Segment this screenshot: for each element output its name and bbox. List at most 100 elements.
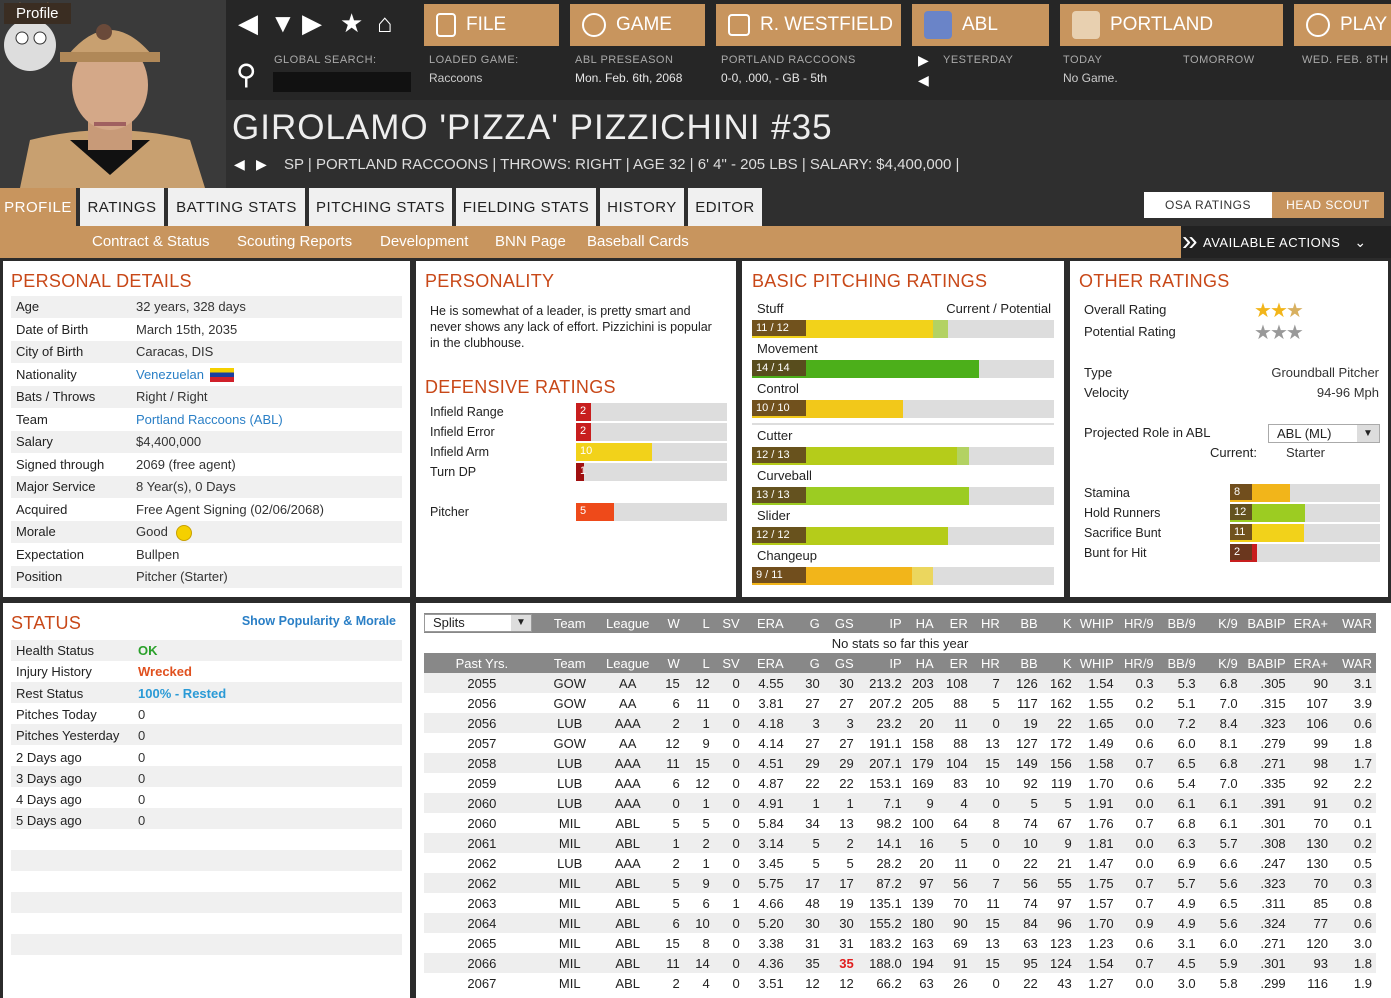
stats-column-header[interactable]: BABIP [1247, 615, 1286, 631]
subtab-development[interactable]: Development [380, 233, 469, 250]
stats-column-header[interactable]: WAR [1342, 655, 1372, 671]
stats-column-header[interactable]: HA [915, 615, 934, 631]
subtab-bnn-page[interactable]: BNN Page [495, 233, 566, 250]
stats-column-header[interactable]: W [667, 615, 680, 631]
stats-column-header[interactable]: ERA+ [1293, 615, 1328, 631]
back-arrow-icon[interactable]: ◀ [238, 8, 258, 38]
stats-column-header[interactable]: SV [722, 615, 740, 631]
stats-row[interactable]: 2062 MIL ABL 5 9 0 5.75 17 17 87.2 97 56 7 56 55 1.75 0.… [424, 873, 1376, 893]
manager-menu-button[interactable]: R. WESTFIELD [716, 4, 901, 46]
next-day-icon[interactable]: ▶ [918, 52, 929, 68]
stats-column-header[interactable]: BB [1020, 655, 1038, 671]
stats-column-header[interactable]: ERA [756, 655, 784, 671]
stats-column-header[interactable]: BB/9 [1167, 655, 1196, 671]
stats-column-header[interactable]: HR/9 [1124, 655, 1154, 671]
stats-column-header[interactable]: WHIP [1079, 615, 1114, 631]
stats-column-header[interactable]: K/9 [1218, 655, 1238, 671]
global-search-input[interactable] [273, 72, 411, 92]
stats-column-header[interactable]: ER [949, 615, 968, 631]
stats-row[interactable]: 2064 MIL ABL 6 10 0 5.20 30 30 155.2 180 90 15 84 96 1.… [424, 913, 1376, 933]
team-menu-button[interactable]: PORTLAND [1060, 4, 1283, 46]
stats-column-header[interactable]: BABIP [1247, 655, 1286, 671]
stats-column-header[interactable]: W [667, 655, 680, 671]
stats-column-header[interactable]: Team [553, 615, 586, 631]
stats-cell: 5 [672, 815, 680, 831]
stats-row[interactable]: 2065 MIL ABL 15 8 0 3.38 31 31 183.2 163 69 13 63 123 1… [424, 933, 1376, 953]
stats-column-header[interactable]: Team [553, 655, 586, 671]
stats-column-header[interactable]: G [809, 655, 820, 671]
tab-profile[interactable]: PROFILE [0, 188, 76, 226]
stats-row[interactable]: 2066 MIL ABL 11 14 0 4.36 35 35 188.0 194 91 15 95 124… [424, 953, 1376, 973]
league-menu-button[interactable]: ABL [912, 4, 1049, 46]
stats-row[interactable]: 2056 GOW AA 6 11 0 3.81 27 27 207.2 205 88 5 117 162 1.… [424, 693, 1376, 713]
stats-column-header[interactable]: WHIP [1079, 655, 1114, 671]
stats-column-header[interactable]: G [809, 615, 820, 631]
stats-column-header[interactable]: HR/9 [1124, 615, 1154, 631]
stats-column-header[interactable]: GS [834, 655, 854, 671]
stats-column-header[interactable]: IP [889, 615, 902, 631]
stats-row[interactable]: 2058 LUB AAA 11 15 0 4.51 29 29 207.1 179 104 15 149 1… [424, 753, 1376, 773]
show-popularity-link[interactable]: Show Popularity & Morale [241, 614, 396, 628]
stats-column-header[interactable]: HR [980, 615, 1000, 631]
stats-row[interactable]: 2055 GOW AA 15 12 0 4.55 30 30 213.2 203 108 7 126 162… [424, 673, 1376, 693]
splits-select[interactable]: Splits ▼ [424, 614, 532, 632]
search-icon[interactable]: ⚲ [236, 59, 257, 90]
home-icon[interactable]: ⌂ [377, 8, 393, 38]
stats-column-header[interactable]: K/9 [1218, 615, 1238, 631]
yesterday-label[interactable]: YESTERDAY [943, 54, 1014, 66]
tab-editor[interactable]: EDITOR [688, 188, 762, 226]
detail-value[interactable]: Venezuelan [136, 367, 234, 383]
tab-pitching-stats[interactable]: PITCHING STATS [309, 188, 452, 226]
tab-ratings[interactable]: RATINGS [80, 188, 164, 226]
tab-batting-stats[interactable]: BATTING STATS [168, 188, 305, 226]
head-scout-toggle[interactable]: HEAD SCOUT [1272, 192, 1384, 218]
stats-column-header[interactable]: BB [1020, 615, 1038, 631]
stats-column-header[interactable]: L [702, 655, 710, 671]
stats-row[interactable]: 2062 LUB AAA 2 1 0 3.45 5 5 28.2 20 11 0 22 21 1.47 0.0 6… [424, 853, 1376, 873]
prev-day-icon[interactable]: ◀ [918, 72, 929, 88]
stats-row[interactable]: 2060 MIL ABL 5 5 0 5.84 34 13 98.2 100 64 8 74 67 1.76 0… [424, 813, 1376, 833]
stats-column-header[interactable]: BB/9 [1167, 615, 1196, 631]
stats-column-header[interactable]: League [606, 615, 650, 631]
stats-row[interactable]: 2061 MIL ABL 1 2 0 3.14 5 2 14.1 16 5 0 10 9 1.81 0.0 6.3… [424, 833, 1376, 853]
subtab-contract-status[interactable]: Contract & Status [92, 233, 210, 250]
stats-row[interactable]: 2059 LUB AAA 6 12 0 4.87 22 22 153.1 169 83 10 92 119 1… [424, 773, 1376, 793]
stats-row[interactable]: 2060 LUB AAA 0 1 0 4.91 1 1 7.1 9 4 0 5 5 1.91 0.0 6.1 6.1… [424, 793, 1376, 813]
stats-column-header[interactable]: SV [722, 655, 740, 671]
detail-value[interactable]: Portland Raccoons (ABL) [136, 411, 283, 427]
stats-row[interactable]: 2067 MIL ABL 2 4 0 3.51 12 12 66.2 63 26 0 22 43 1.27 0.… [424, 973, 1376, 993]
stats-row[interactable]: 2063 MIL ABL 5 6 1 4.66 48 19 135.1 139 70 11 74 97 1.5… [424, 893, 1376, 913]
stats-column-header[interactable]: ERA [756, 615, 784, 631]
play-menu-button[interactable]: PLAY [1294, 4, 1391, 46]
stats-column-header[interactable]: L [702, 615, 710, 631]
stats-row[interactable]: 2056 LUB AAA 2 1 0 4.18 3 3 23.2 20 11 0 19 22 1.65 0.0 7… [424, 713, 1376, 733]
stats-column-header[interactable]: K [1063, 615, 1072, 631]
tomorrow-label[interactable]: TOMORROW [1183, 54, 1255, 66]
forward-arrow-icon[interactable]: ▶ [302, 8, 322, 38]
stats-column-header[interactable]: HA [915, 655, 934, 671]
prev-player-icon[interactable]: ◀ [234, 156, 245, 172]
stats-column-header[interactable]: IP [889, 655, 902, 671]
available-actions-button[interactable]: AVAILABLE ACTIONS ⌄ [1181, 226, 1391, 258]
stats-row[interactable]: 2057 GOW AA 12 9 0 4.14 27 27 191.1 158 88 13 127 172 1… [424, 733, 1376, 753]
stats-column-header[interactable]: ERA+ [1293, 655, 1328, 671]
tab-fielding-stats[interactable]: FIELDING STATS [456, 188, 596, 226]
subtab-profile[interactable]: Profile [4, 3, 71, 24]
stats-column-header[interactable]: HR [980, 655, 1000, 671]
stats-column-header[interactable]: League [606, 655, 650, 671]
stats-column-header[interactable]: K [1063, 655, 1072, 671]
stats-column-header[interactable]: WAR [1342, 615, 1372, 631]
dropdown-icon[interactable]: ▼ [270, 8, 296, 38]
tab-history[interactable]: HISTORY [600, 188, 684, 226]
star-icon[interactable]: ★ [340, 8, 364, 38]
subtab-baseball-cards[interactable]: Baseball Cards [587, 233, 689, 250]
game-menu-button[interactable]: GAME [570, 4, 705, 46]
today-label[interactable]: TODAY [1063, 54, 1103, 66]
file-menu-button[interactable]: FILE [424, 4, 559, 46]
next-player-icon[interactable]: ▶ [256, 156, 267, 172]
osa-ratings-toggle[interactable]: OSA RATINGS [1144, 192, 1272, 218]
subtab-scouting-reports[interactable]: Scouting Reports [237, 233, 353, 250]
role-select[interactable]: ABL (ML) ▼ [1268, 424, 1380, 443]
stats-column-header[interactable]: GS [834, 615, 854, 631]
stats-column-header[interactable]: ER [949, 655, 968, 671]
